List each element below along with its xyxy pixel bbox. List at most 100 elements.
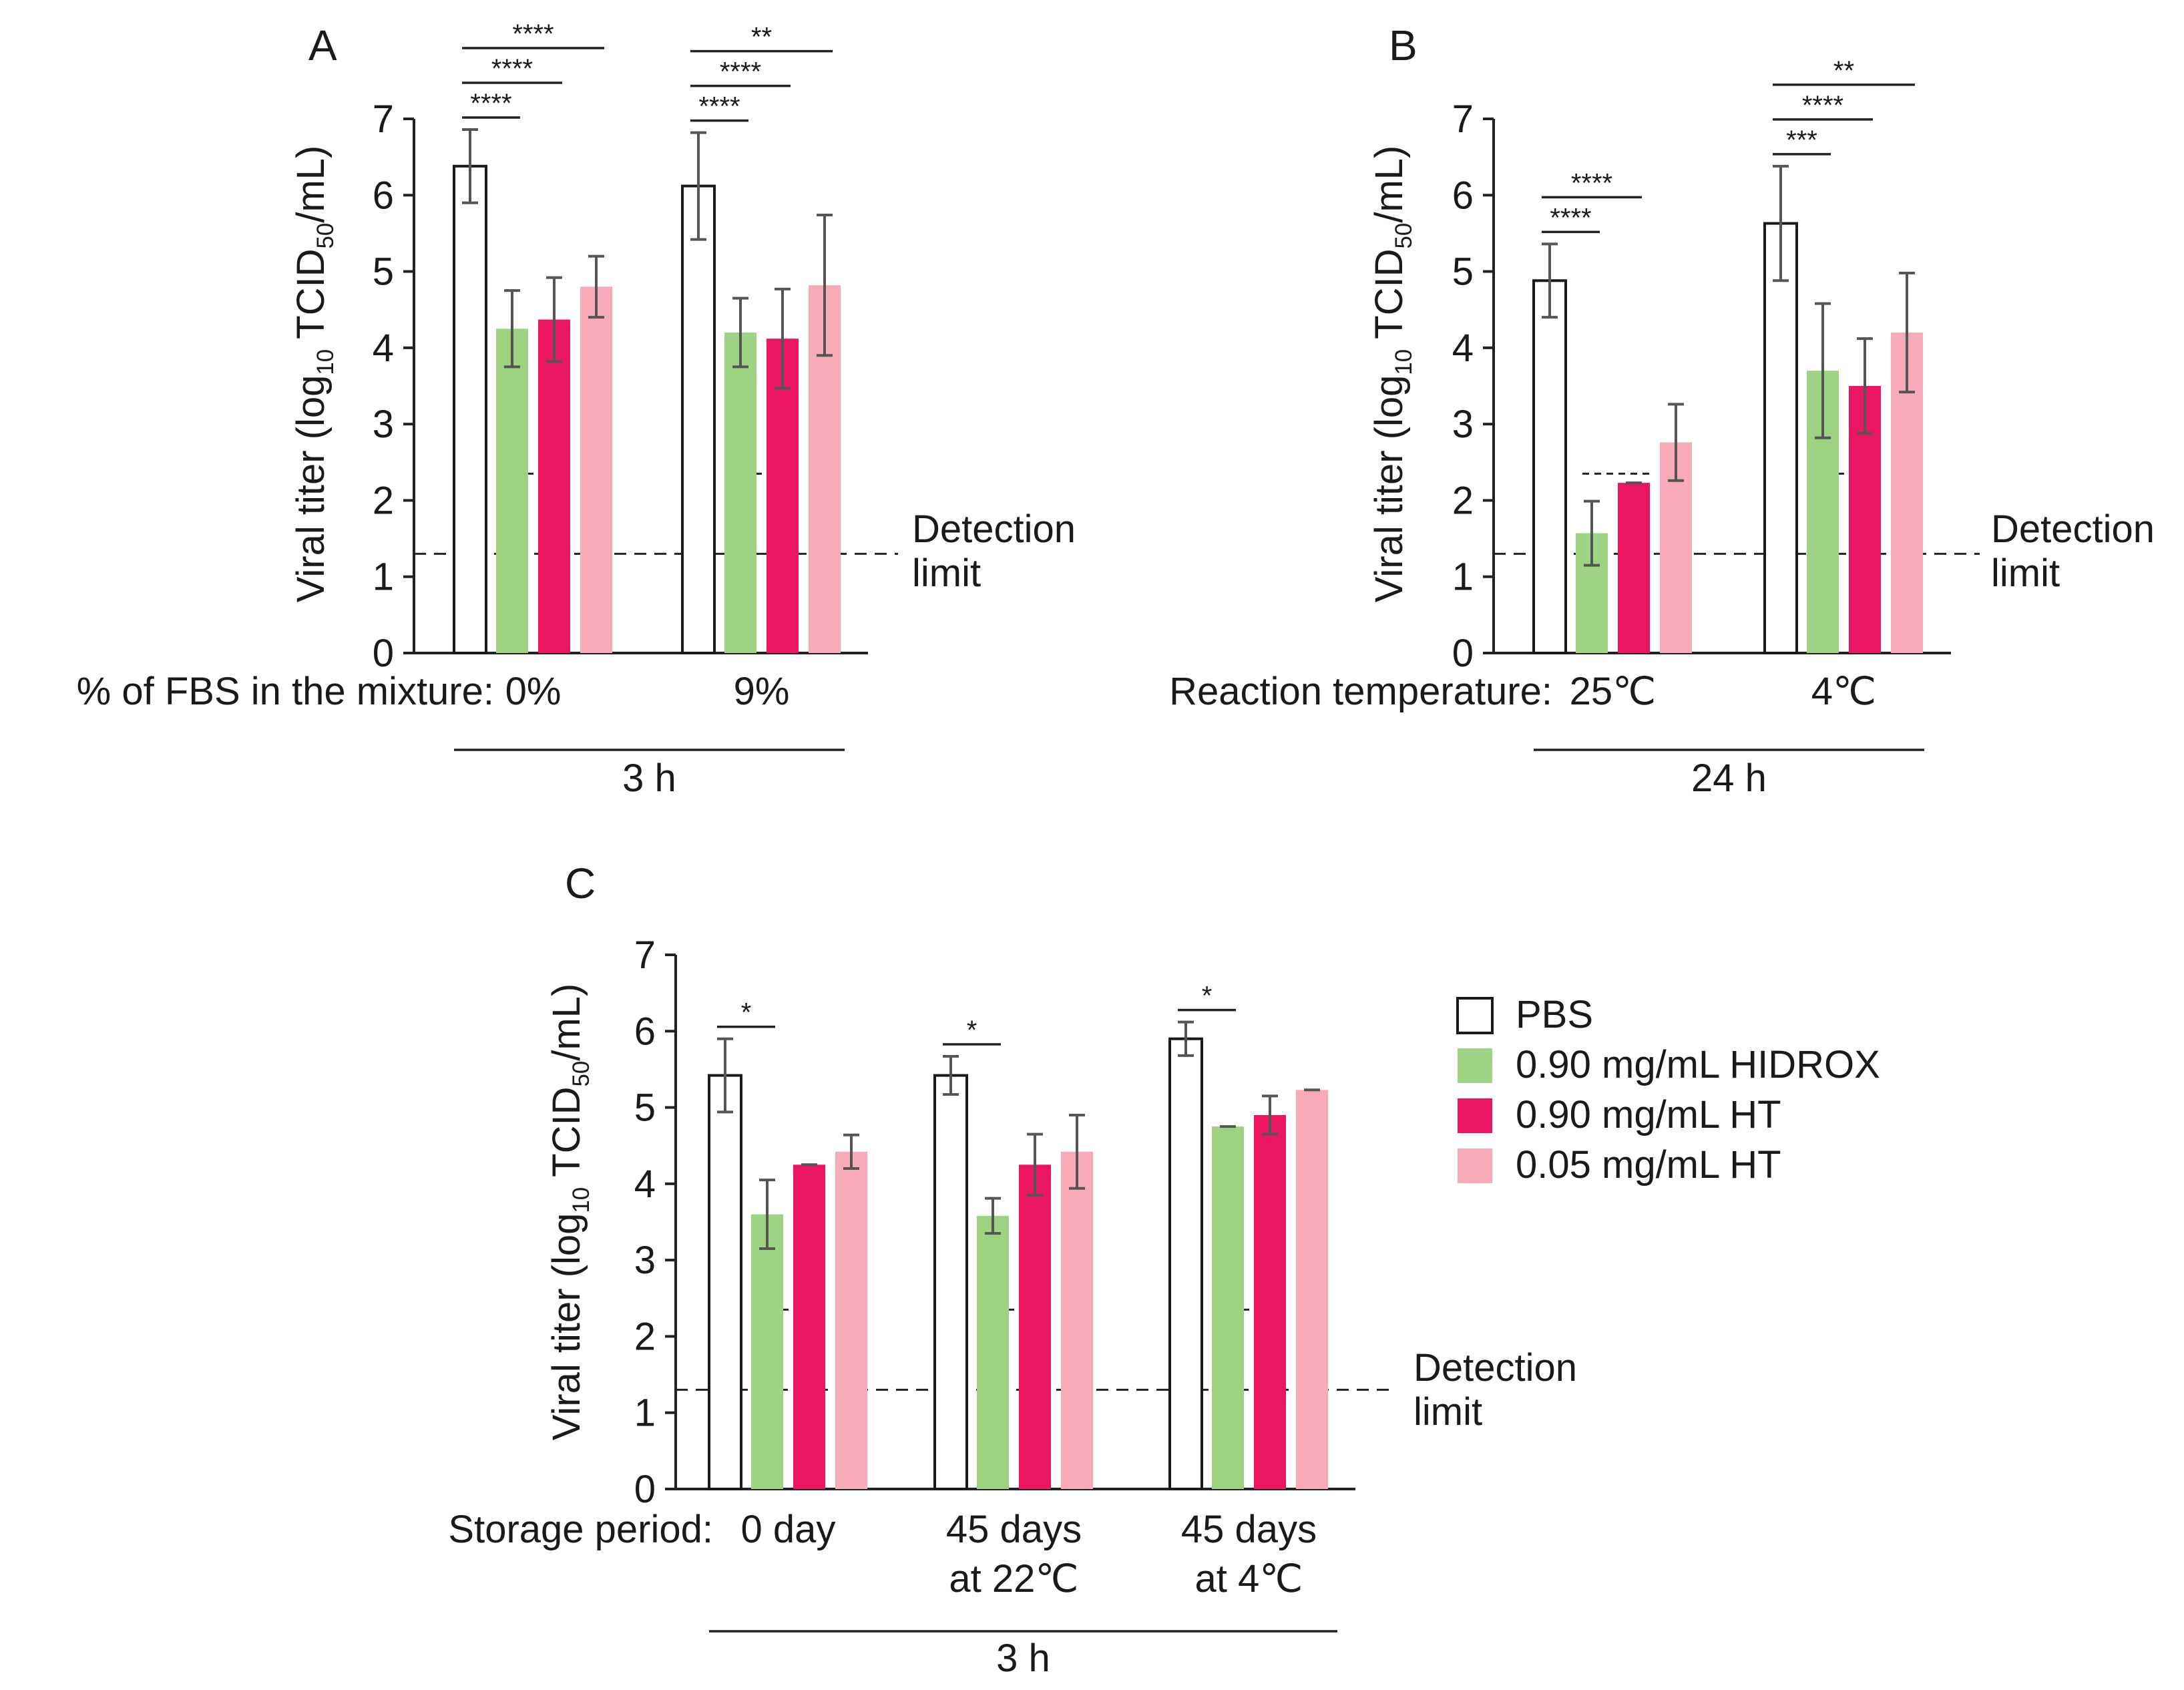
y-tick-label: 3 bbox=[634, 1239, 656, 1282]
significance-label: ** bbox=[751, 23, 772, 52]
category-label: 9% bbox=[734, 670, 790, 713]
bar bbox=[977, 1215, 1009, 1489]
significance-label: * bbox=[1202, 982, 1213, 1011]
y-label-part: /mL) bbox=[1367, 146, 1411, 223]
category-label: 45 days bbox=[1181, 1508, 1317, 1551]
bar bbox=[835, 1151, 867, 1489]
bar bbox=[681, 184, 716, 655]
bar bbox=[1168, 1037, 1203, 1490]
y-tick-label: 0 bbox=[373, 632, 394, 675]
bar bbox=[1061, 1151, 1093, 1489]
panel-c: C 0 1 2 3 4 5 6 7 Viral titer (log10 TCID50/mL) De… bbox=[448, 859, 1577, 1680]
y-tick-label: 6 bbox=[634, 1010, 656, 1053]
y-tick-label: 5 bbox=[373, 250, 394, 294]
y-axis-label: Viral titer (log10 TCID50/mL) bbox=[1367, 146, 1417, 602]
panel-letter: C bbox=[565, 859, 596, 907]
detection-limit-label: Detection bbox=[1413, 1346, 1577, 1390]
significance-label: * bbox=[741, 998, 752, 1028]
legend-swatch bbox=[1458, 1048, 1492, 1083]
significance-label: *** bbox=[1786, 126, 1817, 155]
bar bbox=[453, 164, 487, 655]
y-tick-label: 7 bbox=[373, 97, 394, 141]
panel-b: B 0 1 2 3 4 5 6 7 Viral titer (log10 TCID50/mL) De… bbox=[1169, 21, 2155, 800]
y-tick-label: 2 bbox=[634, 1315, 656, 1358]
y-tick-label: 1 bbox=[634, 1392, 656, 1435]
y-tick-label: 7 bbox=[1452, 97, 1474, 141]
category-label: 0 day bbox=[741, 1508, 836, 1551]
legend: PBS 0.90 mg/mL HIDROX 0.90 mg/mL HT 0.05 mg… bbox=[1456, 993, 1880, 1187]
significance-label: **** bbox=[698, 92, 740, 122]
y-axis-label: Viral titer (log10 TCID50/mL) bbox=[289, 146, 339, 602]
y-tick-label: 3 bbox=[373, 403, 394, 446]
significance-label: * bbox=[967, 1016, 977, 1045]
y-tick-label: 5 bbox=[1452, 250, 1474, 294]
bar bbox=[496, 329, 528, 653]
significance-label: **** bbox=[512, 19, 554, 49]
category-title: Reaction temperature: bbox=[1169, 670, 1552, 713]
y-label-part: Viral titer (log bbox=[289, 375, 333, 603]
y-label-subscript: 10 bbox=[312, 349, 339, 375]
bar bbox=[724, 333, 756, 653]
detection-limit-label: limit bbox=[1413, 1390, 1482, 1434]
bar bbox=[708, 1074, 742, 1490]
category-label: 0% bbox=[505, 670, 562, 713]
category-label: 25℃ bbox=[1570, 670, 1657, 713]
bar bbox=[1019, 1165, 1051, 1489]
y-label-part: TCID bbox=[1367, 249, 1411, 349]
significance-label: ** bbox=[1833, 56, 1854, 85]
significance-label: **** bbox=[1571, 168, 1612, 198]
y-label-subscript: 10 bbox=[1391, 349, 1417, 375]
bar bbox=[767, 339, 799, 653]
legend-label: 0.90 mg/mL HIDROX bbox=[1516, 1043, 1880, 1086]
panel-letter: B bbox=[1389, 21, 1417, 69]
group-label: 3 h bbox=[996, 1637, 1050, 1680]
y-axis-label: Viral titer (log10 TCID50/mL) bbox=[545, 984, 594, 1440]
bar bbox=[1254, 1115, 1286, 1489]
y-label-part: TCID bbox=[289, 249, 333, 349]
bar bbox=[1763, 222, 1798, 655]
legend-swatch bbox=[1458, 1148, 1492, 1183]
significance-label: **** bbox=[720, 57, 761, 87]
y-label-part: TCID bbox=[545, 1087, 588, 1187]
y-tick-label: 0 bbox=[634, 1468, 656, 1511]
category-title: % of FBS in the mixture: bbox=[77, 670, 494, 713]
y-tick-label: 5 bbox=[634, 1086, 656, 1130]
bar bbox=[933, 1074, 968, 1490]
category-label: at 22℃ bbox=[949, 1557, 1078, 1601]
bar bbox=[1618, 483, 1650, 653]
detection-limit-label: limit bbox=[912, 552, 981, 595]
significance-label: **** bbox=[491, 54, 533, 83]
y-label-part: Viral titer (log bbox=[545, 1213, 588, 1441]
category-label: 45 days bbox=[946, 1508, 1082, 1551]
significance-label: **** bbox=[470, 89, 511, 118]
category-title: Storage period: bbox=[448, 1508, 713, 1551]
y-tick-label: 7 bbox=[634, 933, 656, 977]
bar bbox=[1212, 1126, 1244, 1489]
legend-label: PBS bbox=[1516, 993, 1593, 1036]
y-label-part: /mL) bbox=[545, 984, 588, 1061]
y-tick-label: 1 bbox=[373, 556, 394, 599]
y-label-part: /mL) bbox=[289, 146, 333, 223]
y-label-part: Viral titer (log bbox=[1367, 375, 1411, 603]
bar bbox=[1532, 279, 1567, 654]
bar bbox=[1296, 1090, 1328, 1489]
y-label-subscript: 50 bbox=[568, 1061, 594, 1087]
y-tick-label: 3 bbox=[1452, 403, 1474, 446]
group-label: 3 h bbox=[622, 757, 676, 800]
panel-a: A 0 1 2 3 4 5 6 7 Viral titer (log10 TCID50/mL) De… bbox=[77, 19, 1076, 800]
y-label-subscript: 50 bbox=[312, 223, 339, 249]
y-tick-label: 2 bbox=[373, 479, 394, 522]
y-label-subscript: 50 bbox=[1391, 223, 1417, 249]
bar bbox=[793, 1165, 825, 1489]
detection-limit-label: Detection bbox=[1991, 507, 2155, 551]
bar bbox=[580, 286, 612, 653]
category-label: at 4℃ bbox=[1195, 1557, 1303, 1601]
legend-swatch bbox=[1458, 1098, 1492, 1133]
y-tick-label: 4 bbox=[634, 1163, 656, 1206]
y-tick-label: 6 bbox=[1452, 174, 1474, 217]
y-label-subscript: 10 bbox=[568, 1187, 594, 1213]
significance-label: **** bbox=[1550, 203, 1591, 232]
group-label: 24 h bbox=[1691, 757, 1767, 800]
panel-letter: A bbox=[308, 21, 337, 69]
